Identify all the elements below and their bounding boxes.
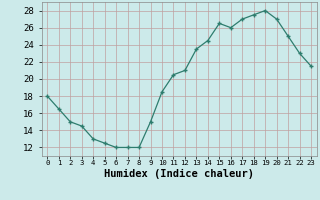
X-axis label: Humidex (Indice chaleur): Humidex (Indice chaleur) xyxy=(104,169,254,179)
